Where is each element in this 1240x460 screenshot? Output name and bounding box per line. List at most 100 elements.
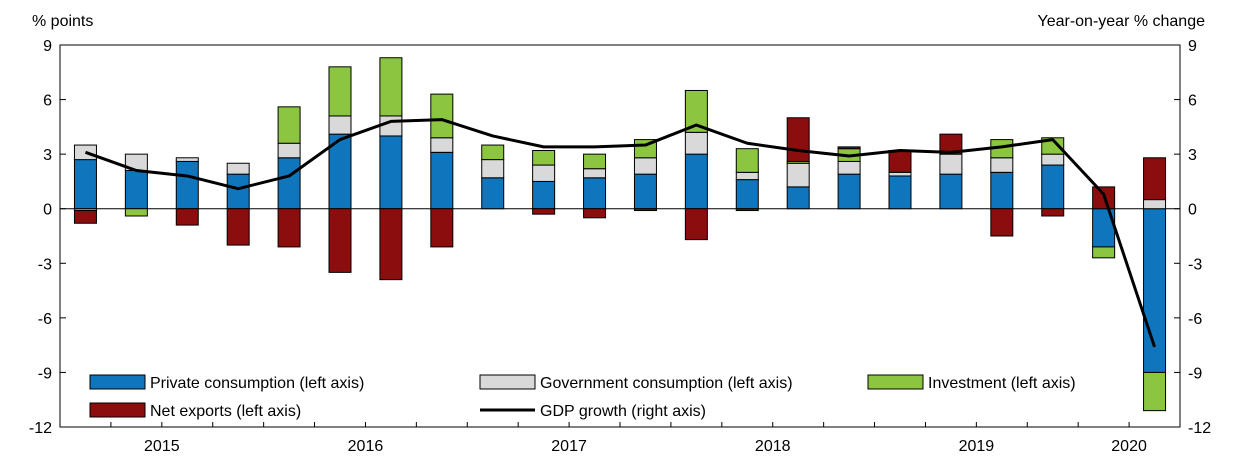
bar-segment — [124, 208, 148, 217]
bar-segment — [837, 173, 861, 210]
bar-segment — [226, 208, 250, 246]
right-tick-label: 6 — [1188, 93, 1197, 110]
bar-segment — [888, 150, 912, 173]
bar-segment — [73, 210, 97, 224]
bars-group — [73, 57, 1167, 412]
bar-segment — [786, 186, 810, 210]
bar-segment — [226, 173, 250, 210]
bar-segment — [175, 157, 199, 162]
bar-segment — [735, 179, 759, 210]
bar-segment — [430, 151, 454, 210]
bar-segment — [532, 150, 556, 166]
bar-segment — [532, 180, 556, 210]
right-tick-label: 9 — [1188, 38, 1197, 55]
legend-label: Net exports (left axis) — [150, 403, 301, 420]
bar-segment — [1143, 157, 1167, 201]
x-year-label: 2015 — [144, 438, 180, 455]
x-year-label: 2018 — [755, 438, 791, 455]
bar-segment — [786, 162, 810, 188]
bar-segment — [990, 171, 1014, 210]
left-tick-label: -12 — [29, 420, 52, 437]
bar-segment — [583, 208, 607, 219]
bar-segment — [430, 93, 454, 139]
bar-segment — [175, 208, 199, 226]
x-year-label: 2016 — [348, 438, 384, 455]
bar-segment — [888, 171, 912, 177]
bar-segment — [735, 148, 759, 173]
legend: Private consumption (left axis) Governmen… — [89, 374, 1076, 420]
right-tick-label: -3 — [1188, 256, 1202, 273]
bar-segment — [684, 153, 708, 210]
bar-segment — [124, 170, 148, 210]
right-tick-label: 3 — [1188, 147, 1197, 164]
left-tick-label: 6 — [43, 93, 52, 110]
bar-segment — [1041, 164, 1065, 210]
bar-segment — [837, 146, 861, 150]
bar-segment — [328, 66, 352, 117]
right-axis-label: Year-on-year % change — [1037, 13, 1205, 30]
bar-segment — [735, 208, 759, 212]
bar-segment — [481, 177, 505, 210]
x-year-label: 2020 — [1111, 438, 1147, 455]
bar-segment — [1041, 208, 1065, 217]
left-tick-label: -6 — [38, 311, 52, 328]
right-tick-label: -6 — [1188, 311, 1202, 328]
legend-label: Private consumption (left axis) — [150, 375, 364, 392]
gdp-growth-line — [84, 118, 1156, 348]
legend-label: Government consumption (left axis) — [540, 375, 793, 392]
bar-segment — [1041, 153, 1065, 166]
bar-segment — [277, 157, 301, 210]
right-tick-label: 0 — [1188, 202, 1197, 219]
bar-segment — [633, 208, 657, 212]
bar-segment — [1143, 208, 1167, 373]
bar-segment — [226, 162, 250, 175]
bar-segment — [277, 106, 301, 144]
bar-segment — [939, 173, 963, 210]
bar-segment — [684, 208, 708, 241]
legend-swatch — [89, 374, 146, 390]
bar-segment — [481, 144, 505, 161]
bar-segment — [735, 171, 759, 181]
bar-segment — [379, 208, 403, 281]
bar-segment — [888, 175, 912, 210]
right-tick-label: -9 — [1188, 365, 1202, 382]
bar-segment — [583, 177, 607, 210]
gdp-line-group — [84, 118, 1156, 348]
legend-swatch — [89, 402, 146, 418]
left-tick-label: -3 — [38, 256, 52, 273]
bar-segment — [328, 208, 352, 273]
bar-segment — [1143, 199, 1167, 210]
left-tick-label: 0 — [43, 202, 52, 219]
bar-segment — [786, 117, 810, 162]
bar-segment — [1143, 371, 1167, 412]
bar-segment — [990, 157, 1014, 173]
bar-segment — [379, 57, 403, 117]
bar-segment — [633, 157, 657, 175]
bar-segment — [990, 208, 1014, 237]
bar-segment — [583, 153, 607, 170]
bar-segment — [430, 208, 454, 248]
bar-segment — [532, 164, 556, 182]
legend-swatch — [867, 374, 924, 390]
bar-segment — [379, 135, 403, 210]
left-tick-label: 3 — [43, 147, 52, 164]
bar-segment — [939, 133, 963, 155]
bar-segment — [379, 115, 403, 137]
legend-swatch — [479, 374, 536, 390]
bar-segment — [328, 115, 352, 135]
bar-segment — [939, 153, 963, 175]
x-year-label: 2019 — [959, 438, 995, 455]
axes: 9 9 6 6 3 3 0 0 -3 -3 -6 -6 -9 -9 -12 -12 2015 2016 2017 20… — [29, 38, 1211, 455]
left-tick-label: -9 — [38, 365, 52, 382]
left-tick-label: 9 — [43, 38, 52, 55]
bar-segment — [73, 159, 97, 210]
bar-segment — [430, 137, 454, 153]
bar-segment — [277, 208, 301, 248]
bar-segment — [684, 89, 708, 133]
legend-label: Investment (left axis) — [928, 375, 1076, 392]
bar-segment — [583, 168, 607, 179]
bar-segment — [837, 160, 861, 175]
bar-segment — [633, 173, 657, 210]
bar-segment — [532, 208, 556, 215]
x-year-label: 2017 — [551, 438, 587, 455]
